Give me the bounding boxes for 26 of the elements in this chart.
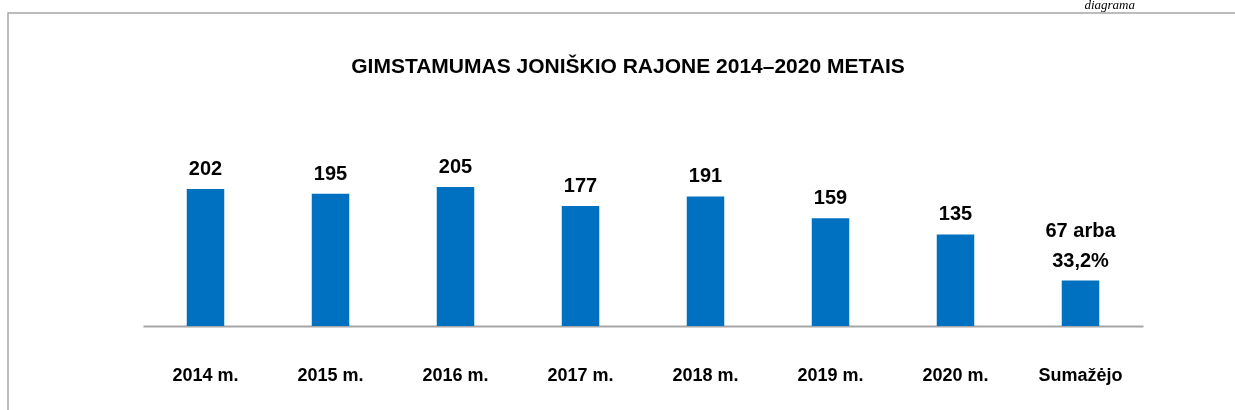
x-tick-label: Sumažėjo [1038, 364, 1123, 385]
x-tick-label: 2020 m. [922, 364, 989, 385]
x-tick-label: 2014 m. [172, 364, 239, 385]
x-tick-label: 2016 m. [422, 364, 489, 385]
bar [936, 234, 975, 326]
data-label: 195 [313, 161, 348, 184]
text: diagrama [1084, 0, 1136, 12]
bar [686, 196, 725, 326]
x-tick-label: 2018 m. [672, 364, 739, 385]
bar [186, 189, 225, 326]
bar [311, 193, 350, 326]
x-tick-label: 2015 m. [297, 364, 364, 385]
data-label: 67 arba 33,2% [1045, 218, 1117, 271]
data-label: 177 [563, 173, 598, 196]
chart-title: GIMSTAMUMAS JONIŠKIO RAJONE 2014–2020 METAIS [351, 54, 905, 77]
data-label: 202 [188, 157, 223, 180]
data-label: 135 [938, 202, 973, 225]
bar [811, 218, 850, 326]
bar [436, 187, 475, 326]
data-label: 191 [688, 164, 723, 187]
data-label: 205 [438, 155, 473, 177]
bar [1061, 280, 1100, 326]
data-label: 159 [813, 186, 848, 209]
x-tick-label: 2017 m. [547, 364, 614, 385]
x-tick-label: 2019 m. [797, 364, 864, 385]
bar [561, 205, 600, 326]
